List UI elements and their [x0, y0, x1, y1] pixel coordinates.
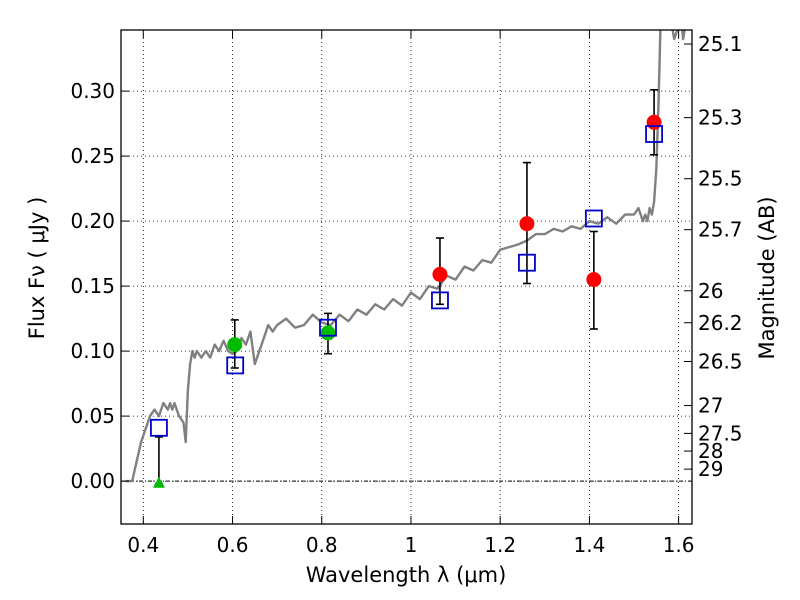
x-axis-label: Wavelength λ (μm) — [306, 563, 507, 587]
model-photometry-square — [431, 291, 449, 310]
observed-flux-point — [519, 216, 535, 232]
y-tick-label: 0.25 — [70, 144, 115, 168]
y-tick-label: 0.30 — [70, 79, 115, 103]
y-tick-label: 0.05 — [70, 404, 115, 428]
y-tick-label: 0.15 — [70, 274, 115, 298]
y-tick-label: 0.00 — [70, 469, 115, 493]
model-photometry-square — [645, 125, 663, 143]
y-tick-label: 0.20 — [70, 209, 115, 233]
axis-ticks — [121, 30, 692, 524]
model-photometry-square — [226, 356, 245, 375]
x-tick-label: 1.6 — [663, 533, 695, 557]
right-tick-label: 29 — [698, 457, 723, 481]
right-tick-label: 26 — [698, 279, 723, 303]
right-tick-label: 25.1 — [698, 32, 743, 56]
x-tick-label: 0.4 — [127, 533, 159, 557]
upper-limit-triangle — [152, 476, 165, 488]
plot-frame — [120, 29, 693, 525]
x-tick-label: 0.8 — [306, 533, 338, 557]
right-tick-label: 27.5 — [698, 421, 743, 445]
observed-flux-point — [227, 337, 243, 353]
model-photometry-square — [150, 418, 168, 437]
observed-flux-point — [586, 272, 602, 288]
right-tick-label: 26.5 — [698, 350, 743, 374]
plot-contents — [125, 30, 686, 488]
right-tick-label: 28 — [698, 439, 723, 463]
y-axis-label: Flux Fν ( μJy ) — [25, 197, 49, 340]
x-tick-label: 1 — [405, 533, 418, 557]
x-tick-label: 0.6 — [217, 533, 249, 557]
data-marks — [150, 89, 663, 488]
right-tick-label: 25.3 — [698, 106, 743, 130]
model-photometry-square — [584, 209, 603, 228]
x-tick-label: 1.2 — [484, 533, 516, 557]
right-tick-label: 26.2 — [698, 311, 743, 335]
right-tick-label: 25.5 — [698, 167, 743, 191]
spectrum-layer — [125, 30, 686, 483]
tick-labels: 0.4 0.6 0.8 1 1.2 1.4 1.6 0.00 0.05 0.10 0.15 0.20 0… — [70, 32, 742, 557]
grid-lines — [121, 30, 692, 524]
right-tick-label: 27 — [698, 394, 723, 418]
model-photometry-square — [319, 318, 337, 337]
model-photometry-square — [518, 253, 536, 272]
right-tick-label: 25.7 — [698, 218, 743, 242]
model-spectrum-line — [125, 30, 686, 483]
observed-flux-point — [646, 114, 662, 130]
right-axis-label: Magnitude (AB) — [755, 196, 779, 359]
observed-flux-point — [432, 266, 448, 282]
x-tick-label: 1.4 — [573, 533, 605, 557]
observed-flux-point — [320, 325, 336, 341]
y-tick-label: 0.10 — [70, 339, 115, 363]
